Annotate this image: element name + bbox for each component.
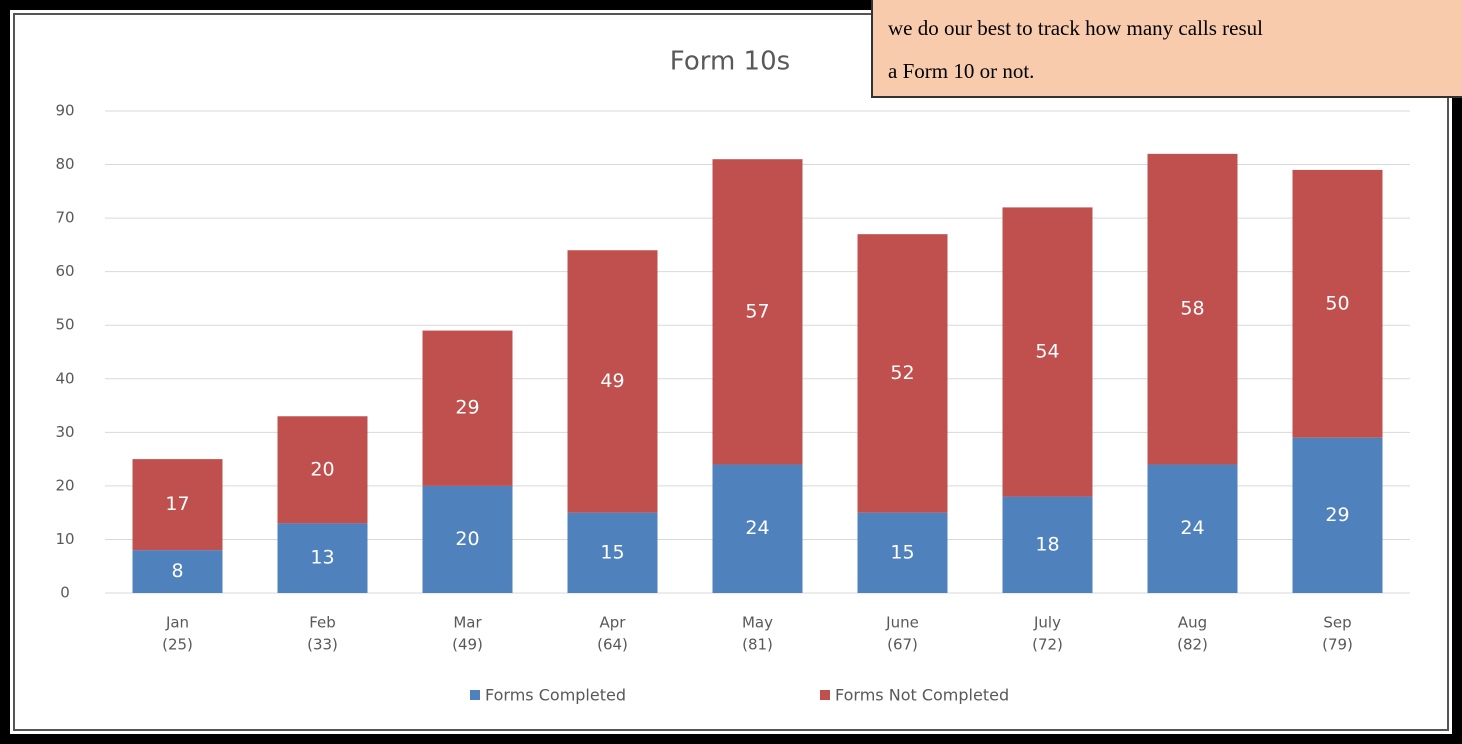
y-tick-label: 10 (55, 530, 74, 548)
data-label: 15 (890, 541, 914, 563)
data-label: 18 (1035, 533, 1059, 555)
y-tick-label: 90 (55, 102, 74, 120)
data-label: 54 (1035, 341, 1059, 363)
callout-text: a Form 10 or not. (888, 59, 1034, 83)
legend-swatch (820, 690, 830, 700)
x-tick-label: (25) (162, 636, 193, 654)
bar-segment (1002, 496, 1093, 593)
data-label: 29 (455, 397, 479, 419)
x-tick-label: Jan (165, 614, 189, 632)
data-label: 24 (1180, 517, 1204, 539)
data-label: 57 (745, 300, 769, 322)
bar-segment (422, 485, 513, 593)
x-tick-label: June (885, 614, 919, 632)
bar-segment (132, 459, 223, 551)
data-label: 20 (310, 458, 334, 480)
bar-segment (422, 330, 513, 486)
x-tick-label: (67) (887, 636, 918, 654)
x-tick-label: Aug (1178, 614, 1207, 632)
data-label: 49 (600, 370, 624, 392)
bar-segment (1002, 207, 1093, 497)
bar-segment (1147, 464, 1238, 593)
y-tick-label: 70 (55, 209, 74, 227)
x-tick-label: (64) (597, 636, 628, 654)
x-tick-label: (79) (1322, 636, 1353, 654)
bar-segment (1292, 169, 1383, 438)
x-tick-label: July (1033, 614, 1061, 632)
bar-segment (567, 250, 658, 513)
data-label: 13 (310, 547, 334, 569)
x-tick-label: Apr (600, 614, 627, 632)
callout-text: we do our best to track how many calls r… (888, 16, 1263, 40)
bar-segment (277, 523, 368, 593)
bar-segment (1292, 437, 1383, 593)
x-tick-label: (81) (742, 636, 773, 654)
x-tick-label: Sep (1323, 614, 1351, 632)
bar-segment (712, 159, 803, 465)
data-label: 24 (745, 517, 769, 539)
data-label: 8 (171, 560, 183, 582)
bar-segment (712, 464, 803, 593)
x-tick-label: Feb (309, 614, 336, 632)
bar-segment (132, 550, 223, 593)
y-tick-label: 50 (55, 316, 74, 334)
bar-segment (567, 512, 658, 593)
y-tick-label: 40 (55, 369, 74, 387)
data-label: 58 (1180, 298, 1204, 320)
x-tick-label: (33) (307, 636, 338, 654)
y-tick-label: 80 (55, 155, 74, 173)
x-tick-label: (49) (452, 636, 483, 654)
data-label: 50 (1325, 292, 1349, 314)
x-tick-label: (72) (1032, 636, 1063, 654)
data-label: 52 (890, 362, 914, 384)
legend-label: Forms Completed (485, 686, 626, 705)
data-label: 29 (1325, 504, 1349, 526)
inner-frame (13, 13, 1449, 731)
x-tick-label: May (742, 614, 773, 632)
callout-box (871, 0, 1462, 98)
legend-label: Forms Not Completed (835, 686, 1009, 705)
x-tick-label: Mar (453, 614, 482, 632)
legend-swatch (470, 690, 480, 700)
x-tick-label: (82) (1177, 636, 1208, 654)
data-label: 17 (165, 493, 189, 515)
bar-segment (857, 234, 948, 513)
bar-segment (1147, 153, 1238, 465)
y-tick-label: 0 (60, 584, 70, 602)
y-tick-label: 30 (55, 423, 74, 441)
y-tick-label: 60 (55, 262, 74, 280)
bar-segment (277, 416, 368, 524)
data-label: 15 (600, 541, 624, 563)
chart-title: Form 10s (670, 47, 790, 77)
y-tick-label: 20 (55, 476, 74, 494)
data-label: 20 (455, 528, 479, 550)
bar-segment (857, 512, 948, 593)
